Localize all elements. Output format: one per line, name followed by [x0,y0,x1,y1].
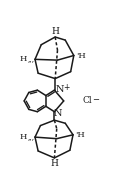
Text: ,,,: ,,, [28,55,35,63]
Text: N: N [54,109,62,118]
Text: +: + [63,83,70,92]
Text: ,,,: ,,, [28,133,35,141]
Text: −: − [92,95,99,104]
Text: Cl: Cl [82,96,92,105]
Text: 'H: 'H [75,131,85,139]
Text: H: H [50,159,58,168]
Text: H: H [20,55,27,63]
Text: H: H [51,27,59,36]
Text: H: H [20,133,27,141]
Text: 'H: 'H [76,52,86,59]
Text: N: N [56,85,64,94]
